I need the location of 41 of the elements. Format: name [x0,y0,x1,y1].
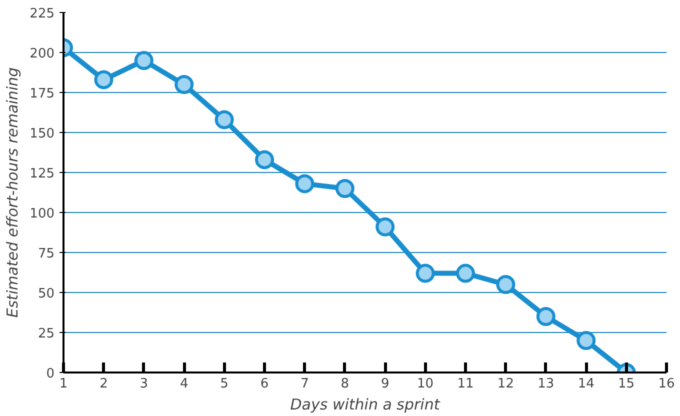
x-tick-label: 6 [260,376,269,392]
point [335,179,354,198]
y-tick-label: 150 [30,126,55,142]
y-tick-label: 100 [30,206,55,222]
x-tick-label: 13 [538,376,554,392]
point [94,70,114,90]
point [134,51,154,70]
point [416,264,435,283]
point [214,110,234,130]
x-tick-label: 8 [340,376,350,392]
x-tick-label: 1 [59,376,68,392]
point [174,75,194,94]
x-tick-label: 2 [100,376,108,392]
point [536,307,556,326]
x-tick-label: 3 [140,376,148,392]
x-tick-label: 10 [417,376,434,392]
y-tick-label: 175 [30,86,55,102]
x-tick-label: 7 [300,376,309,392]
y-tick-label: 0 [46,366,55,382]
x-axis-title: Days within a sprint [290,396,441,414]
y-tick-label: 25 [38,326,55,342]
y-tick-label: 200 [30,46,55,62]
y-axis-title: Estimated effort-hours remaining [4,67,22,318]
y-tick-label: 225 [30,6,55,22]
point [295,174,314,194]
x-tick-label: 4 [180,376,188,392]
x-tick-label: 9 [380,376,390,392]
x-tick-label: 14 [578,376,594,392]
y-tick-label: 50 [38,286,55,302]
x-tick-label: 16 [658,376,675,392]
point [576,331,596,350]
point [496,275,516,294]
y-tick-label: 125 [30,166,55,182]
y-tick-label: 75 [38,246,55,262]
x-tick-label: 11 [457,376,474,392]
point [456,264,475,283]
point [376,217,395,236]
point [255,150,274,170]
x-tick-label: 15 [618,376,635,392]
x-tick-label: 12 [497,376,514,392]
x-tick-label: 5 [220,376,228,392]
